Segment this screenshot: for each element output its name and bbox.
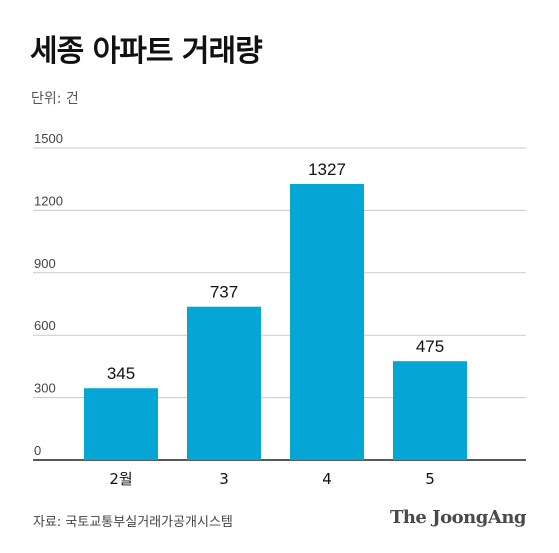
y-tick-label: 0 [34, 443, 41, 458]
y-axis-ticks: 0 300 600 900 1200 1500 [34, 131, 63, 458]
x-category-label: 2월 [109, 470, 132, 488]
bar [84, 388, 158, 460]
data-labels: 345 737 1327 475 [107, 160, 444, 383]
chart-title: 세종 아파트 거래량 [30, 34, 263, 69]
unit-label: 단위: 건 [31, 91, 79, 107]
x-category-label: 4 [322, 470, 332, 488]
x-category-label: 5 [425, 470, 435, 488]
bar [187, 306, 261, 460]
x-category-label: 3 [219, 470, 229, 488]
source-note: 자료: 국토교통부실거래가공개시스템 [33, 515, 233, 530]
y-tick-label: 300 [34, 381, 56, 396]
bar [290, 183, 364, 460]
data-label: 737 [210, 283, 238, 302]
y-tick-label: 1200 [34, 193, 63, 208]
y-tick-label: 1500 [34, 131, 63, 146]
data-label: 345 [107, 364, 135, 383]
bar [393, 361, 467, 460]
data-label: 1327 [308, 160, 346, 179]
y-tick-label: 600 [34, 318, 56, 333]
publisher-logo: The JoongAng [389, 507, 527, 528]
bars [84, 183, 467, 460]
x-axis-categories: 2월 3 4 5 [109, 470, 434, 488]
y-tick-label: 900 [34, 256, 56, 271]
data-label: 475 [416, 337, 444, 356]
